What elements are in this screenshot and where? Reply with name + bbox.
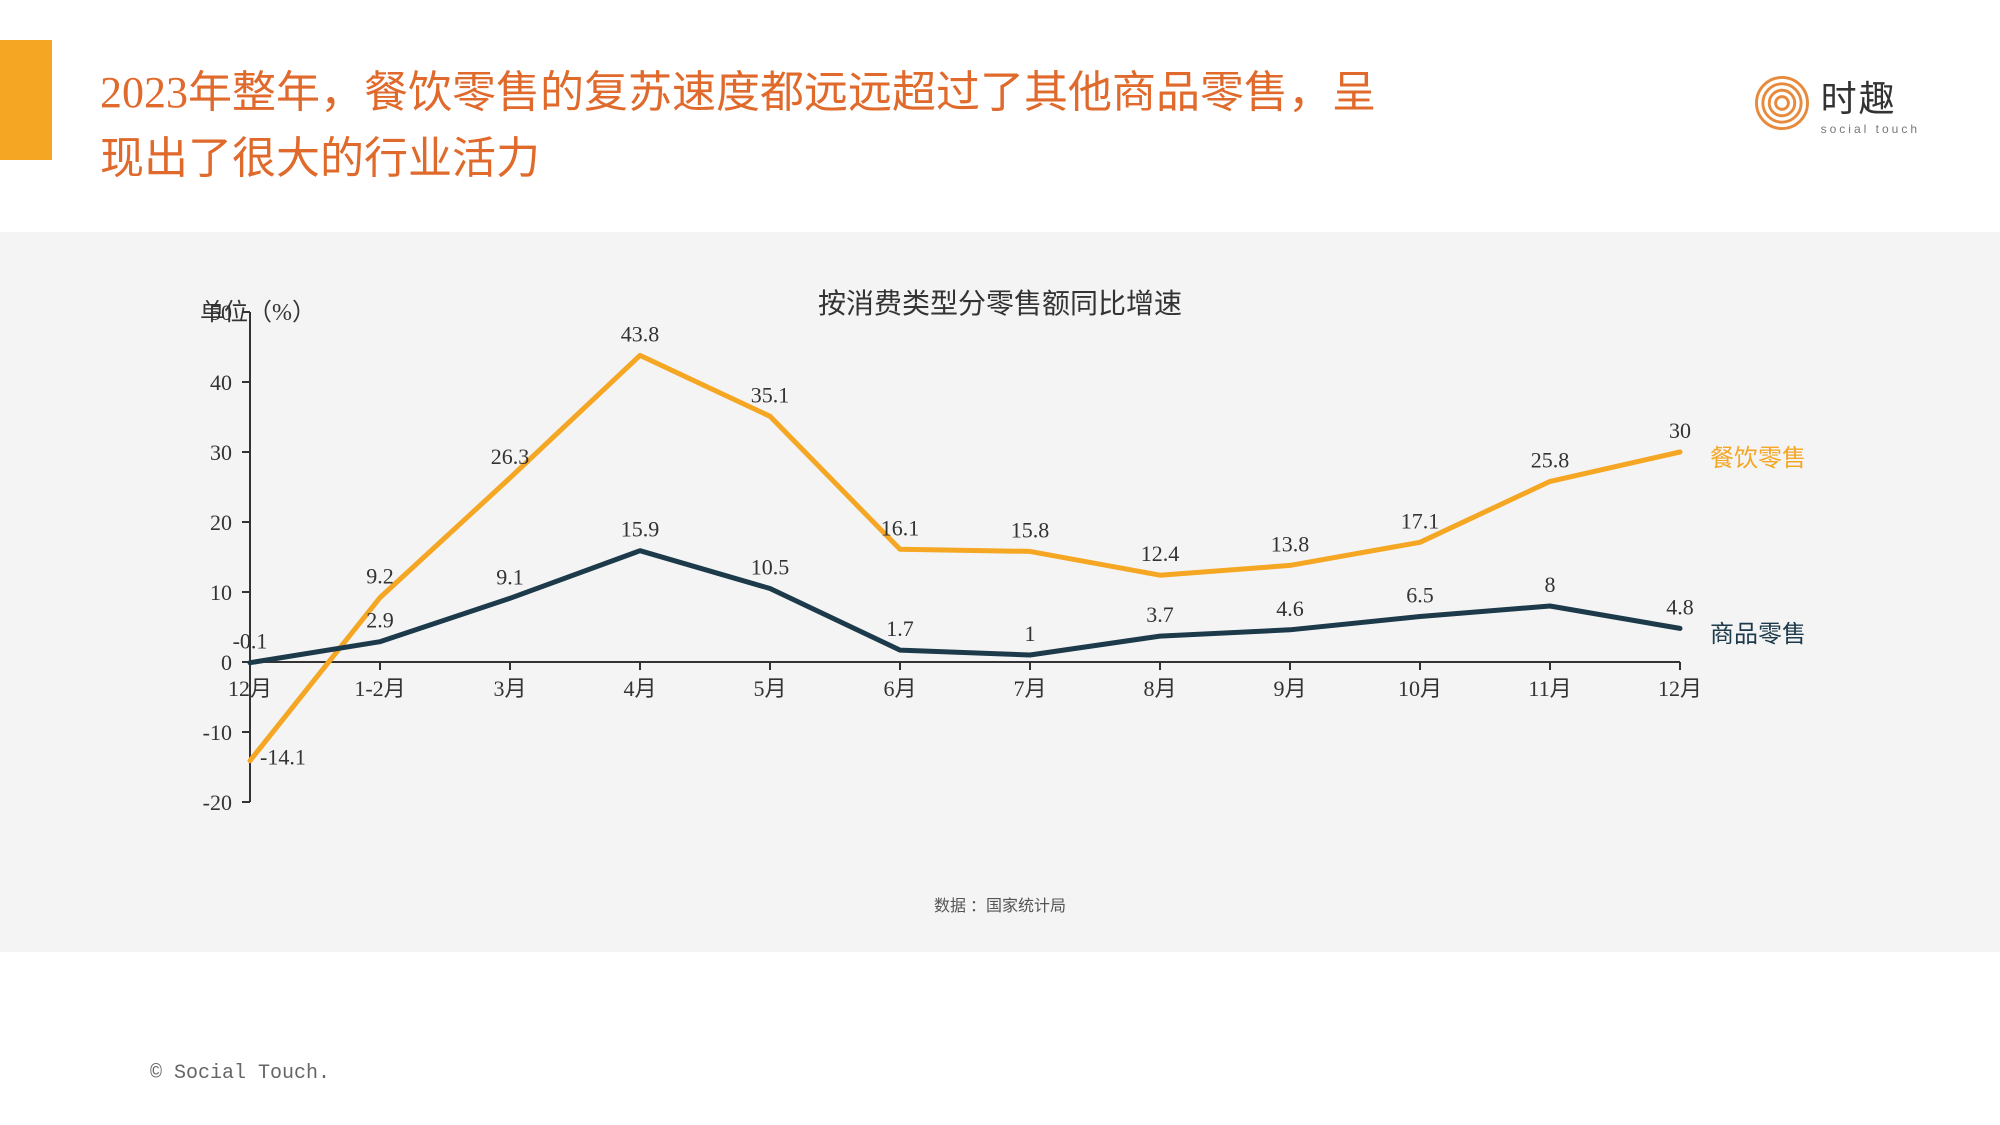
svg-text:9月: 9月: [1273, 676, 1306, 701]
slide: 2023年整年，餐饮零售的复苏速度都远远超过了其他商品零售，呈现出了很大的行业活…: [0, 0, 2000, 1125]
svg-text:10: 10: [210, 580, 232, 605]
svg-text:16.1: 16.1: [881, 515, 920, 540]
svg-text:10.5: 10.5: [751, 555, 790, 580]
series-label-goods: 商品零售: [1710, 614, 1806, 649]
svg-text:6.5: 6.5: [1406, 583, 1434, 608]
svg-text:-20: -20: [203, 790, 232, 815]
svg-text:-0.1: -0.1: [233, 629, 268, 654]
svg-text:5月: 5月: [753, 676, 786, 701]
svg-text:4.8: 4.8: [1666, 594, 1694, 619]
svg-text:25.8: 25.8: [1531, 447, 1570, 472]
svg-text:26.3: 26.3: [491, 444, 530, 469]
svg-text:7月: 7月: [1013, 676, 1046, 701]
accent-block: [0, 40, 52, 160]
page-title: 2023年整年，餐饮零售的复苏速度都远远超过了其他商品零售，呈现出了很大的行业活…: [100, 60, 1380, 192]
svg-text:3月: 3月: [493, 676, 526, 701]
svg-text:1: 1: [1025, 621, 1036, 646]
svg-text:1.7: 1.7: [886, 616, 914, 641]
svg-text:9.2: 9.2: [366, 564, 394, 589]
svg-text:6月: 6月: [883, 676, 916, 701]
brand-logo: 时趣 social touch: [1753, 70, 1920, 136]
svg-text:8月: 8月: [1143, 676, 1176, 701]
svg-text:8: 8: [1545, 572, 1556, 597]
brand-name-en: social touch: [1821, 122, 1920, 136]
svg-text:-10: -10: [203, 720, 232, 745]
svg-text:12.4: 12.4: [1141, 541, 1180, 566]
svg-text:30: 30: [210, 440, 232, 465]
data-source: 数据 ：国家统计局: [0, 892, 2000, 916]
svg-text:4月: 4月: [623, 676, 656, 701]
svg-text:17.1: 17.1: [1401, 508, 1440, 533]
svg-text:50: 50: [210, 300, 232, 325]
svg-text:10月: 10月: [1398, 676, 1442, 701]
svg-text:35.1: 35.1: [751, 382, 790, 407]
svg-text:4.6: 4.6: [1276, 596, 1304, 621]
svg-text:2.9: 2.9: [366, 608, 394, 633]
svg-text:15.8: 15.8: [1011, 517, 1050, 542]
svg-text:30: 30: [1669, 418, 1691, 443]
swirl-icon: [1753, 74, 1811, 132]
svg-text:13.8: 13.8: [1271, 531, 1310, 556]
line-chart: -20 -10 0 10 20 30 40 50 12月 1-2月 3月 4月 5月 6月 7月 8月 9月 10…: [0, 232, 2000, 952]
series-label-catering: 餐饮零售: [1710, 438, 1806, 473]
brand-name-cn: 时趣: [1821, 70, 1920, 122]
svg-text:3.7: 3.7: [1146, 602, 1174, 627]
svg-text:1-2月: 1-2月: [354, 676, 405, 701]
svg-text:15.9: 15.9: [621, 517, 660, 542]
svg-text:43.8: 43.8: [621, 321, 660, 346]
chart-panel: 单位（%） 按消费类型分零售额同比增速 -20-100102030405012月…: [0, 232, 2000, 952]
svg-text:40: 40: [210, 370, 232, 395]
svg-text:11月: 11月: [1528, 676, 1571, 701]
svg-text:0: 0: [221, 650, 232, 675]
svg-text:20: 20: [210, 510, 232, 535]
svg-text:12月: 12月: [1658, 676, 1702, 701]
svg-text:9.1: 9.1: [496, 564, 524, 589]
svg-text:12月: 12月: [228, 676, 272, 701]
copyright: © Social Touch.: [150, 1062, 330, 1085]
svg-text:-14.1: -14.1: [260, 745, 306, 770]
